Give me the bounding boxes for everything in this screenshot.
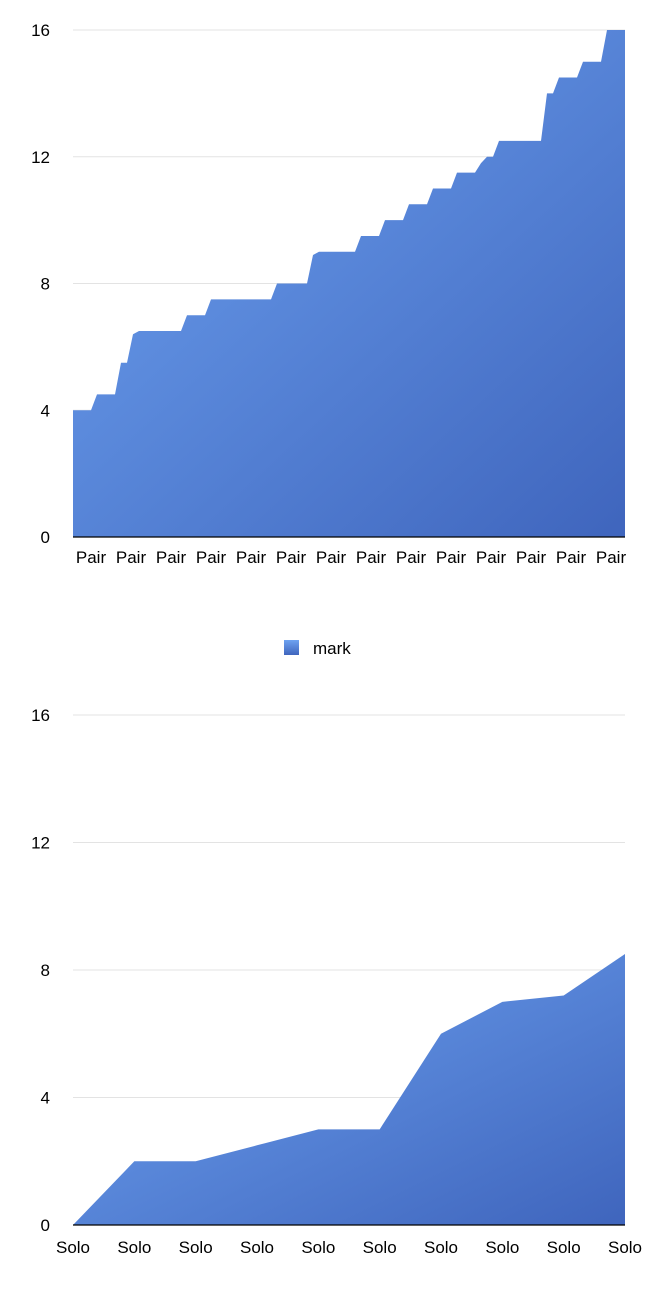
- x-tick-label: Solo: [179, 1238, 213, 1257]
- legend-label-mark: mark: [313, 639, 351, 658]
- x-tick-label: Pair: [236, 548, 267, 567]
- x-tick-label: Pair: [196, 548, 227, 567]
- x-tick-label: Pair: [276, 548, 307, 567]
- y-tick-label: 12: [31, 834, 50, 853]
- x-tick-label: Pair: [396, 548, 427, 567]
- solo-chart-area-mark: [73, 954, 625, 1225]
- x-tick-label: Solo: [485, 1238, 519, 1257]
- y-tick-label: 8: [41, 961, 50, 980]
- x-tick-label: Pair: [156, 548, 187, 567]
- x-tick-label: Pair: [356, 548, 387, 567]
- x-tick-label: Pair: [516, 548, 547, 567]
- x-tick-label: Solo: [547, 1238, 581, 1257]
- y-tick-label: 16: [31, 706, 50, 725]
- x-tick-label: Pair: [556, 548, 587, 567]
- x-tick-label: Solo: [56, 1238, 90, 1257]
- y-tick-label: 4: [41, 1089, 50, 1108]
- legend-swatch-mark: [284, 640, 299, 655]
- solo-chart-y-ticks: 0 4 8 12 16: [31, 706, 50, 1235]
- solo-chart-x-ticks: Solo Solo Solo Solo Solo Solo Solo Solo Solo Solo: [56, 1238, 642, 1257]
- x-tick-label: Pair: [436, 548, 467, 567]
- y-tick-label: 8: [41, 275, 50, 294]
- x-tick-label: Solo: [301, 1238, 335, 1257]
- y-tick-label: 0: [41, 1216, 50, 1235]
- x-tick-label: Pair: [476, 548, 507, 567]
- x-tick-label: Pair: [316, 548, 347, 567]
- x-tick-label: Solo: [240, 1238, 274, 1257]
- y-tick-label: 12: [31, 148, 50, 167]
- x-tick-label: Pair: [76, 548, 107, 567]
- y-tick-label: 4: [41, 401, 50, 420]
- pair-chart-area-mark: [73, 30, 625, 537]
- x-tick-label: Pair: [596, 548, 627, 567]
- solo-chart-gridlines: [73, 714, 625, 1098]
- x-tick-label: Solo: [608, 1238, 642, 1257]
- pair-chart-y-ticks: 0 4 8 12 16: [31, 21, 50, 547]
- legend: mark: [284, 639, 351, 658]
- x-tick-label: Solo: [363, 1238, 397, 1257]
- y-tick-label: 16: [31, 21, 50, 40]
- x-tick-label: Solo: [117, 1238, 151, 1257]
- x-tick-label: Pair: [116, 548, 147, 567]
- x-tick-label: Solo: [424, 1238, 458, 1257]
- y-tick-label: 0: [41, 528, 50, 547]
- pair-chart-x-ticks: Pair Pair Pair Pair Pair Pair Pair Pair Pair Pair…: [76, 548, 627, 567]
